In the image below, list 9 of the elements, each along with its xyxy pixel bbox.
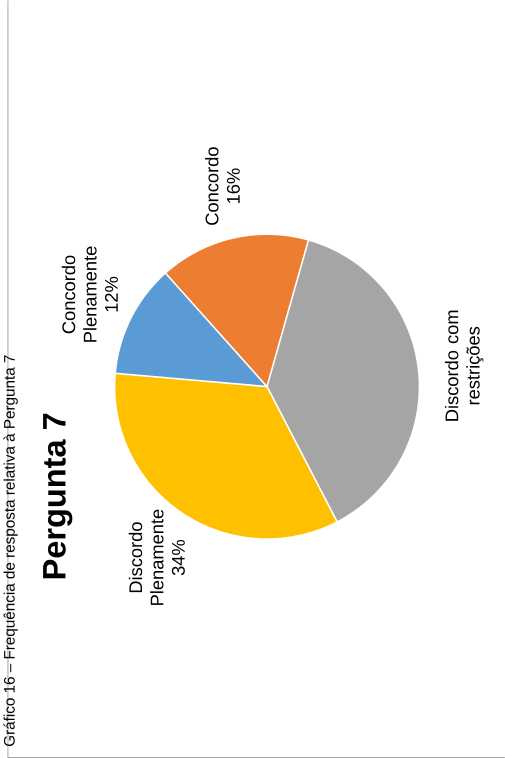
data-label: 12% — [104, 276, 118, 312]
slice-label: Concordo — [204, 147, 218, 225]
text: Pergunta 7 — [42, 414, 72, 578]
text: Gráfico 16 – Frequência de resposta relativa à Pergunta 7 — [3, 355, 18, 746]
data-label: 16% — [226, 168, 240, 204]
slice-label: Concordo Plenamente — [62, 246, 96, 342]
data-label: 34% — [172, 540, 185, 576]
slice-label: Discordo com restrições — [444, 310, 484, 421]
slice-label: Discordo Plenamente — [128, 510, 164, 605]
